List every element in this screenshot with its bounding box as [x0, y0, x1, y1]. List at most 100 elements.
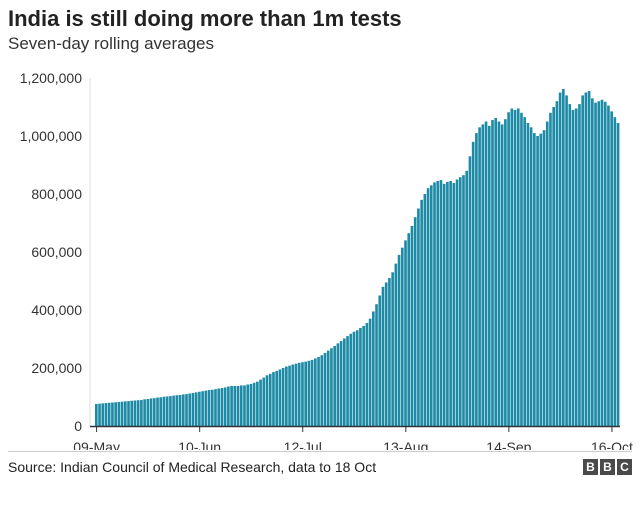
bar	[249, 383, 253, 426]
bar	[123, 401, 127, 426]
bar	[198, 391, 201, 426]
bar	[265, 375, 269, 426]
x-tick-label: 12-Jul	[284, 439, 322, 450]
bar	[394, 263, 398, 426]
chart-subtitle: Seven-day rolling averages	[8, 34, 215, 53]
bar	[107, 402, 111, 426]
bar	[455, 179, 459, 426]
bar	[368, 318, 372, 426]
bar	[210, 389, 214, 426]
bar	[429, 185, 433, 426]
bar	[317, 356, 320, 426]
y-tick-label: 400,000	[31, 302, 82, 318]
bar	[178, 394, 182, 426]
y-tick-label: 1,200,000	[20, 70, 82, 86]
bar	[297, 362, 301, 426]
bar	[526, 122, 530, 426]
bar	[181, 394, 185, 426]
bar	[127, 401, 130, 426]
bar	[227, 386, 230, 426]
bar	[381, 286, 385, 426]
bar	[223, 387, 227, 426]
bar	[417, 208, 420, 426]
bar	[513, 109, 517, 427]
bar	[371, 311, 375, 426]
bar	[581, 95, 584, 427]
bar	[468, 156, 472, 427]
bar	[288, 365, 291, 426]
bar	[475, 133, 478, 426]
y-tick-label: 1,000,000	[20, 128, 82, 144]
bar	[388, 278, 391, 426]
x-tick-label: 10-Jun	[178, 439, 221, 450]
logo-letter: C	[617, 459, 632, 475]
bar	[133, 400, 137, 426]
bar	[397, 254, 401, 426]
bar	[204, 390, 208, 426]
bar	[343, 338, 346, 426]
bar	[323, 352, 327, 426]
bar	[165, 396, 169, 426]
bar	[423, 194, 427, 426]
bar	[375, 304, 378, 426]
bar	[587, 91, 591, 427]
bar	[481, 124, 485, 427]
y-tick-label: 200,000	[31, 360, 82, 376]
bar	[256, 381, 259, 426]
bar	[143, 399, 146, 426]
bar	[114, 402, 117, 426]
bar	[536, 136, 539, 426]
bar	[510, 108, 514, 426]
bar	[117, 401, 121, 426]
bar	[591, 98, 594, 427]
bar	[542, 130, 546, 426]
y-tick-label: 0	[74, 418, 82, 434]
bar	[597, 101, 601, 426]
bar	[384, 282, 388, 426]
bar	[407, 233, 411, 426]
x-tick-label: 16-Oct	[591, 439, 633, 450]
bar	[565, 95, 568, 427]
bar	[413, 217, 417, 426]
bar	[410, 225, 414, 426]
bar	[185, 394, 188, 426]
bar	[594, 102, 597, 427]
bar	[359, 327, 362, 426]
bar	[400, 247, 404, 426]
bar	[301, 362, 304, 426]
bar	[268, 373, 272, 426]
bar	[552, 107, 555, 426]
bar	[220, 388, 224, 426]
bar	[545, 121, 549, 426]
bar	[562, 89, 565, 427]
bar	[439, 180, 443, 426]
y-tick-label: 600,000	[31, 244, 82, 260]
logo-letter: B	[583, 459, 598, 475]
bar	[159, 397, 163, 426]
bar	[120, 401, 124, 426]
bar	[230, 385, 233, 426]
bar	[285, 366, 288, 426]
bar	[262, 377, 266, 426]
bar	[140, 399, 143, 426]
bar	[191, 392, 195, 426]
chart-title: India is still doing more than 1m tests	[8, 6, 402, 31]
y-axis: 0 200,000 400,000 600,000 800,000 1,000,000 1,…	[20, 70, 91, 434]
bar	[136, 400, 140, 426]
bar	[555, 101, 559, 426]
bar	[433, 182, 436, 426]
bar	[104, 403, 108, 426]
bar	[613, 117, 617, 427]
bar	[378, 295, 382, 426]
bar	[462, 175, 465, 426]
bar	[471, 141, 475, 427]
bar	[362, 325, 365, 426]
bar	[217, 388, 221, 426]
bar	[449, 180, 452, 426]
bar	[246, 384, 250, 426]
bar	[346, 336, 349, 426]
bar	[214, 389, 217, 426]
bar	[520, 112, 523, 427]
bar	[442, 183, 446, 426]
x-tick-label: 09-May	[73, 439, 120, 450]
